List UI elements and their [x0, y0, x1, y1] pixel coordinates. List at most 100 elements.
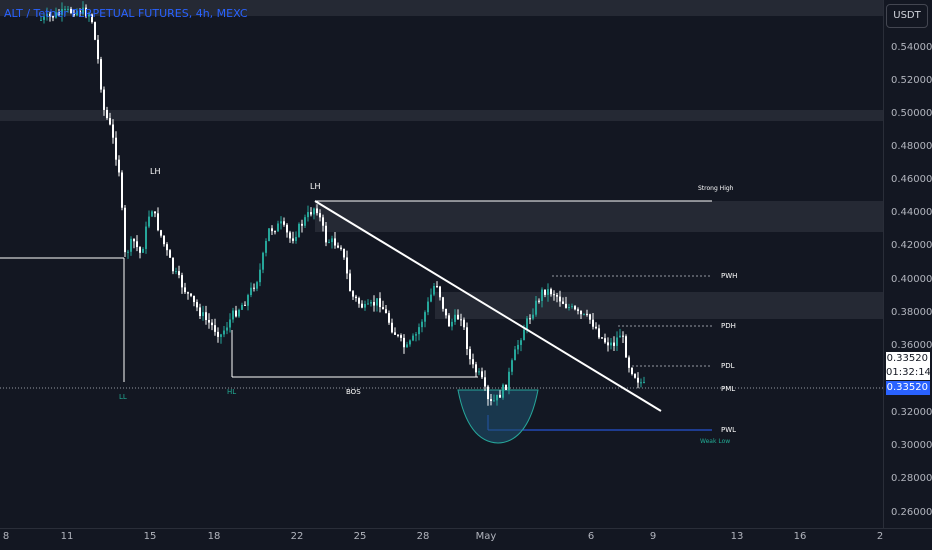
- candle-body: [277, 223, 279, 232]
- candle-body: [379, 298, 381, 308]
- candle-body: [61, 9, 63, 15]
- candle-body: [469, 349, 471, 360]
- candle-body: [283, 221, 285, 225]
- candle-body: [271, 228, 273, 232]
- candlestick-series: [40, 1, 645, 406]
- candle-body: [454, 314, 456, 322]
- candle-body: [118, 159, 120, 173]
- candle-body: [622, 335, 624, 337]
- candle-body: [409, 340, 411, 345]
- candle-body: [592, 319, 594, 327]
- candle-body: [91, 14, 93, 23]
- candle-body: [418, 327, 420, 335]
- candle-body: [394, 332, 396, 335]
- cup-pattern-shape: [457, 389, 539, 444]
- candle-body: [511, 360, 513, 372]
- candle-body: [331, 238, 333, 243]
- time-tick: 8: [2, 531, 10, 542]
- candle-body: [109, 118, 111, 125]
- candle-body: [577, 309, 579, 311]
- candle-body: [481, 371, 483, 378]
- candle-body: [523, 329, 525, 341]
- price-chart-canvas[interactable]: [0, 0, 883, 528]
- candle-body: [544, 289, 546, 295]
- price-scale[interactable]: [883, 0, 932, 528]
- price-tick: 0.46000: [891, 174, 932, 185]
- candle-body: [442, 297, 444, 309]
- candle-body: [571, 306, 573, 308]
- candle-body: [64, 8, 66, 10]
- candle-body: [310, 212, 312, 215]
- candle-body: [226, 327, 228, 331]
- time-tick: 2: [876, 531, 884, 542]
- candle-body: [208, 319, 210, 323]
- time-tick: 13: [730, 531, 744, 542]
- candle-body: [391, 322, 393, 333]
- candle-body: [154, 211, 156, 214]
- time-tick: 16: [793, 531, 807, 542]
- candle-body: [259, 269, 261, 283]
- candle-body: [145, 226, 147, 249]
- candle-body: [187, 292, 189, 294]
- candle-body: [190, 293, 192, 296]
- label-weak-low: Weak Low: [700, 438, 731, 445]
- candle-body: [322, 217, 324, 226]
- candle-body: [610, 342, 612, 346]
- price-tick: 0.40000: [891, 274, 932, 285]
- label-pwh: PWH: [721, 272, 738, 280]
- candle-body: [70, 8, 72, 13]
- candle-body: [172, 257, 174, 272]
- candle-body: [475, 364, 477, 373]
- candle-body: [115, 137, 117, 160]
- candle-body: [448, 315, 450, 327]
- candle-body: [124, 207, 126, 253]
- candle-body: [574, 306, 576, 310]
- candle-body: [238, 309, 240, 317]
- candle-body: [637, 377, 639, 383]
- candle-body: [196, 302, 198, 308]
- candle-body: [235, 310, 237, 317]
- candle-body: [313, 208, 315, 215]
- candle-body: [133, 238, 135, 242]
- time-tick: 9: [649, 531, 657, 542]
- candle-body: [76, 10, 78, 16]
- label-strong-high: Strong High: [698, 185, 734, 192]
- candle-body: [430, 294, 432, 302]
- candle-body: [220, 334, 222, 337]
- candle-body: [388, 313, 390, 323]
- candle-body: [508, 371, 510, 390]
- candle-body: [325, 225, 327, 243]
- candle-body: [142, 248, 144, 253]
- candle-body: [604, 338, 606, 343]
- supply-zone-050: [0, 110, 883, 121]
- candle-body: [412, 335, 414, 341]
- price-tick: 0.50000: [891, 108, 932, 119]
- candle-body: [499, 394, 501, 398]
- candle-body: [298, 223, 300, 237]
- price-tick: 0.32000: [891, 407, 932, 418]
- time-scale[interactable]: [0, 528, 932, 550]
- descending-trendline[interactable]: [314, 200, 662, 412]
- candle-body: [304, 217, 306, 226]
- candle-body: [205, 312, 207, 320]
- candle-body: [493, 400, 495, 402]
- price-tick: 0.28000: [891, 473, 932, 484]
- candle-body: [406, 344, 408, 348]
- candle-body: [265, 241, 267, 253]
- symbol-title: ALT / Tether PERPETUAL FUTURES, 4h, MEXC: [4, 7, 248, 20]
- candle-body: [100, 59, 102, 90]
- candle-body: [424, 312, 426, 322]
- candle-body: [166, 244, 168, 251]
- candle-body: [334, 238, 336, 246]
- candle-body: [214, 325, 216, 332]
- candle-body: [67, 8, 69, 10]
- candle-body: [517, 344, 519, 350]
- candle-body: [262, 252, 264, 270]
- candle-body: [496, 394, 498, 401]
- current-price-tag: 0.33520: [886, 381, 930, 395]
- candle-body: [547, 289, 549, 295]
- candle-body: [43, 16, 45, 20]
- last-price-label: 0.33520: [886, 352, 930, 366]
- currency-button[interactable]: USDT: [886, 4, 928, 28]
- candle-body: [106, 109, 108, 119]
